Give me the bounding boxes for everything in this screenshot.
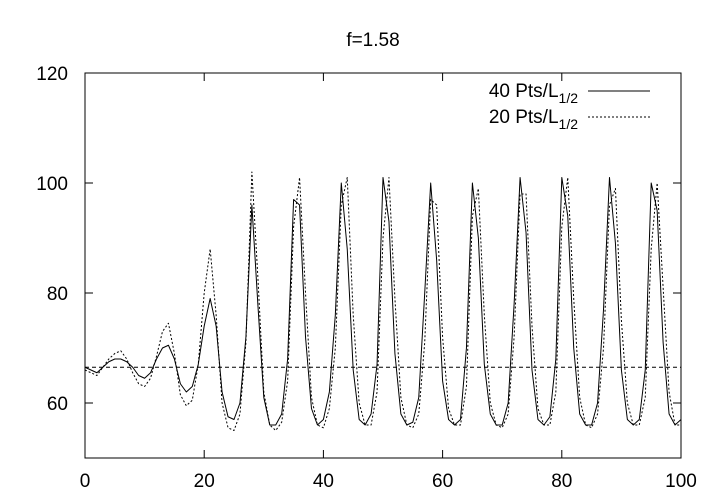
x-tick-label: 100	[665, 471, 697, 492]
series-line-1	[84, 177, 682, 426]
y-tick-label: 60	[47, 394, 68, 415]
y-tick-label: 80	[47, 284, 68, 305]
series-line-2	[84, 171, 681, 431]
legend-label-text: 20 Pts/L	[489, 107, 559, 128]
x-tick-label: 80	[551, 471, 572, 492]
legend-label-subscript: 1/2	[559, 90, 579, 106]
axis-ticks	[84, 72, 682, 458]
legend-label-2: 20 Pts/L1/2	[489, 107, 578, 132]
tick-labels: 0 20 40 60 80 100 60 80 100 120	[36, 64, 697, 492]
x-tick-label: 20	[194, 471, 215, 492]
x-tick-label: 40	[313, 471, 334, 492]
y-tick-label: 100	[36, 174, 68, 195]
x-tick-label: 60	[432, 471, 453, 492]
y-tick-label: 120	[36, 64, 68, 85]
legend-label-text: 40 Pts/L	[489, 81, 559, 102]
plot-area	[84, 171, 682, 431]
legend-label-1: 40 Pts/L1/2	[489, 81, 578, 106]
legend-label-subscript: 1/2	[559, 116, 579, 132]
x-tick-label: 0	[80, 471, 91, 492]
plot-frame	[84, 72, 682, 459]
chart-title: f=1.58	[346, 30, 399, 51]
legend: 40 Pts/L1/220 Pts/L1/2	[489, 81, 650, 132]
